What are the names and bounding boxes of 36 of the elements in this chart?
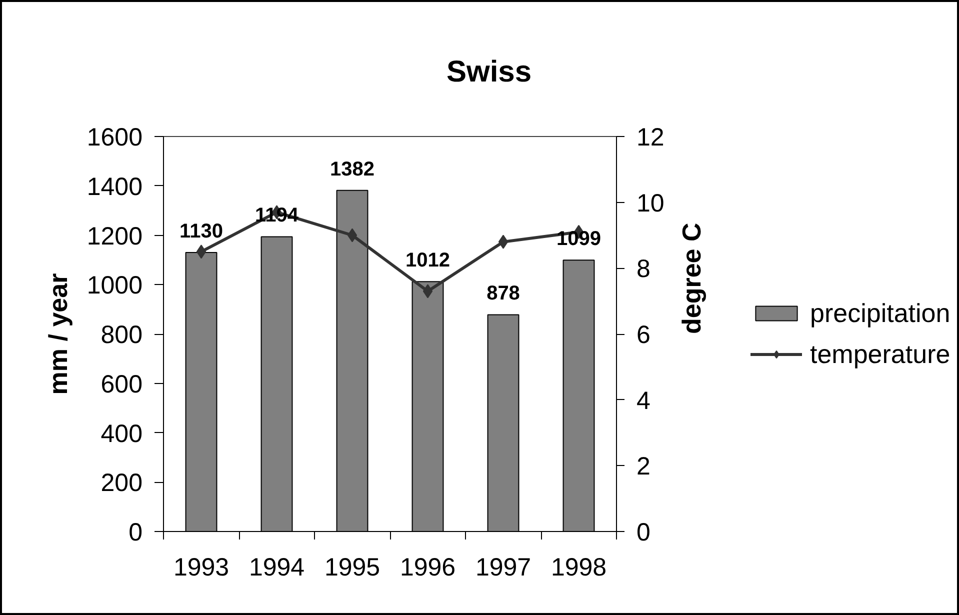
point [498,234,508,249]
x-tick-label: 1996 [400,554,456,582]
data-label: 1099 [556,228,602,250]
y2-tick-label: 0 [636,518,650,546]
data-label: 1382 [330,158,375,180]
data-label: 878 [486,282,520,305]
point [196,244,206,259]
y-tick-label: 0 [128,518,142,546]
legend-label: precipitation [810,298,950,328]
y-tick-label: 1000 [86,272,143,300]
y2-tick-label: 8 [636,255,650,284]
chart-title: Swiss [446,56,532,88]
legend-label: temperature [810,338,950,370]
data-label: 1130 [180,220,223,243]
y-tick-label: 1600 [86,124,143,152]
y2-tick-label: 12 [636,124,664,152]
y2-tick-label: 6 [636,321,650,349]
y2-tick-label: 2 [636,452,650,481]
y2-tick-label: 10 [636,189,664,218]
x-tick-label: 1998 [550,554,607,582]
y-tick-label: 200 [100,469,143,498]
x-tick-label: 1995 [324,554,380,582]
y-axis-title: mm / year [42,273,73,395]
y2-axis-title: degree C [676,222,706,334]
y-tick-label: 1400 [86,172,143,201]
x-tick-label: 1993 [173,554,230,582]
point [347,228,358,242]
y-tick-label: 400 [100,420,143,448]
point [422,284,433,298]
y-tick-label: 600 [100,370,143,398]
x-tick-label: 1997 [475,554,532,582]
data-label: 1012 [406,250,450,272]
y2-tick-label: 4 [636,386,650,415]
y-tick-label: 800 [100,321,143,349]
x-tick-label: 1994 [248,554,305,582]
y-tick-label: 1200 [86,222,143,250]
